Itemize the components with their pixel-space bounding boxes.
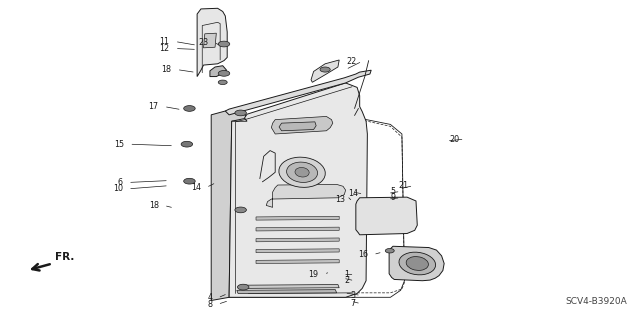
Text: 7: 7: [351, 299, 356, 308]
Polygon shape: [256, 249, 339, 253]
Text: 15: 15: [114, 140, 124, 149]
Ellipse shape: [406, 256, 428, 271]
Polygon shape: [256, 227, 339, 231]
Ellipse shape: [279, 157, 325, 187]
Circle shape: [237, 284, 249, 290]
Text: 22: 22: [347, 57, 357, 66]
Circle shape: [385, 249, 394, 253]
Text: 17: 17: [148, 102, 159, 111]
Text: 14: 14: [191, 183, 201, 192]
Ellipse shape: [295, 167, 309, 177]
Text: 20: 20: [449, 135, 460, 144]
Text: 18: 18: [148, 201, 159, 210]
Text: SCV4-B3920A: SCV4-B3920A: [566, 297, 627, 306]
Polygon shape: [279, 122, 316, 131]
Text: 13: 13: [335, 195, 346, 204]
Text: 23: 23: [198, 38, 209, 47]
Text: 11: 11: [159, 37, 170, 46]
Polygon shape: [210, 66, 227, 77]
Text: 1: 1: [344, 270, 349, 279]
Text: 16: 16: [358, 250, 368, 259]
Polygon shape: [389, 246, 444, 281]
Polygon shape: [237, 290, 337, 293]
Circle shape: [218, 80, 227, 85]
Text: 5: 5: [390, 187, 396, 196]
Text: 9: 9: [390, 193, 396, 202]
Text: 2: 2: [344, 276, 349, 285]
Ellipse shape: [287, 162, 317, 182]
Text: 18: 18: [161, 65, 172, 74]
Polygon shape: [356, 197, 417, 235]
Polygon shape: [204, 33, 216, 48]
Circle shape: [181, 141, 193, 147]
Circle shape: [320, 67, 330, 72]
Polygon shape: [197, 8, 227, 77]
Circle shape: [235, 110, 246, 116]
Text: 12: 12: [159, 44, 170, 53]
Circle shape: [184, 178, 195, 184]
Text: 10: 10: [113, 184, 123, 193]
Circle shape: [184, 106, 195, 111]
Text: 3: 3: [351, 291, 356, 300]
Text: 21: 21: [398, 181, 408, 190]
Polygon shape: [211, 111, 247, 300]
Circle shape: [218, 41, 230, 47]
Polygon shape: [229, 83, 367, 297]
Text: 19: 19: [308, 270, 319, 279]
Polygon shape: [256, 216, 339, 220]
Circle shape: [235, 207, 246, 213]
Text: 8: 8: [207, 300, 212, 309]
Polygon shape: [256, 238, 339, 242]
Polygon shape: [271, 116, 333, 134]
Circle shape: [218, 70, 230, 76]
Text: 4: 4: [207, 293, 212, 302]
Polygon shape: [266, 184, 346, 207]
Polygon shape: [311, 60, 339, 82]
Ellipse shape: [399, 252, 436, 275]
Polygon shape: [225, 70, 371, 115]
Text: 14: 14: [348, 189, 358, 198]
Polygon shape: [256, 260, 339, 263]
Text: FR.: FR.: [55, 252, 74, 262]
Polygon shape: [243, 285, 339, 288]
Text: 6: 6: [118, 178, 123, 187]
